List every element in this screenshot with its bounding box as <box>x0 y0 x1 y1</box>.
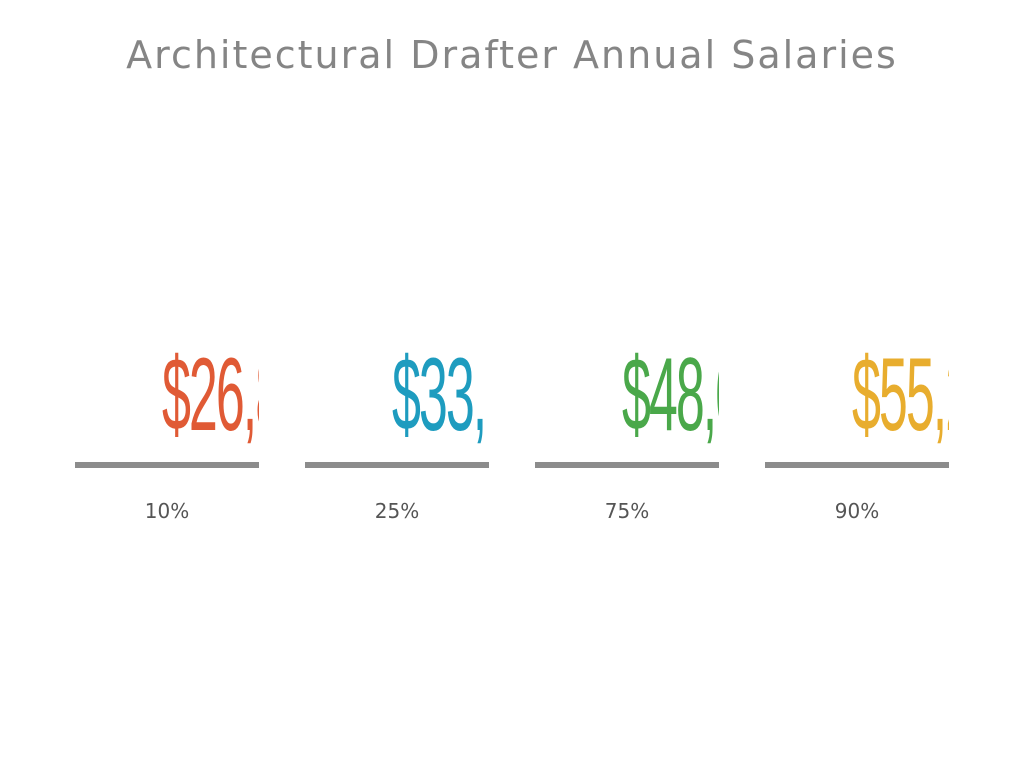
stat-percentile-label: 10% <box>144 499 190 523</box>
stat-underline <box>305 462 489 468</box>
stat-percentile-75: $48,059 75% <box>535 340 719 540</box>
stat-value: $33,175 <box>305 340 489 450</box>
stat-value-text: $48,059 <box>621 340 719 450</box>
chart-title: Architectural Drafter Annual Salaries <box>126 33 898 77</box>
stat-underline <box>75 462 259 468</box>
stat-percentile-10: $26,839 10% <box>75 340 259 540</box>
stat-value: $48,059 <box>535 340 719 450</box>
stat-percentile-25: $33,175 25% <box>305 340 489 540</box>
stat-underline <box>535 462 719 468</box>
stat-percentile-90: $55,275 90% <box>765 340 949 540</box>
stat-percentile-label: 75% <box>604 499 650 523</box>
stat-percentile-label: 25% <box>374 499 420 523</box>
stat-value-text: $55,275 <box>851 340 949 450</box>
stat-underline <box>765 462 949 468</box>
stat-value-text: $26,839 <box>161 340 259 450</box>
stat-percentile-label: 90% <box>834 499 880 523</box>
stat-value: $55,275 <box>765 340 949 450</box>
stat-value: $26,839 <box>75 340 259 450</box>
stat-value-text: $33,175 <box>391 340 489 450</box>
